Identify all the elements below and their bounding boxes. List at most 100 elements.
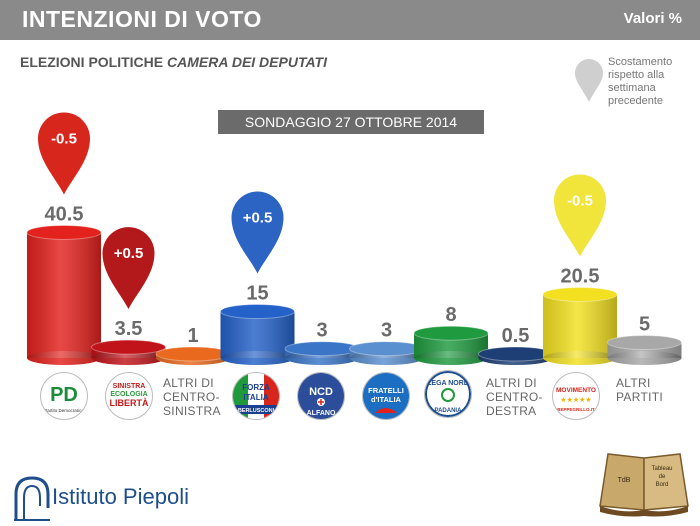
bar-1 <box>26 224 102 365</box>
bars-group <box>26 224 682 365</box>
value-label: 15 <box>246 283 268 305</box>
bar-base-shading <box>220 351 295 365</box>
sel-logo-l1: SINISTRA <box>113 383 146 390</box>
bar-5 <box>284 341 360 365</box>
bar-top <box>155 346 231 362</box>
change-marker: -0.5 <box>554 174 606 257</box>
legend-line: rispetto alla <box>608 69 665 81</box>
change-label: +0.5 <box>243 210 273 227</box>
brand-name: Istituto Piepoli <box>52 484 189 509</box>
change-label: +0.5 <box>114 245 144 262</box>
value-label: 1 <box>187 325 198 347</box>
bar-top <box>220 304 295 319</box>
legend-line: Scostamento <box>608 56 673 68</box>
fdi-logo-icon: FRATELLI d'ITALIA <box>363 373 409 419</box>
value-label: 8 <box>445 304 456 326</box>
chart-subtitle: ELEZIONI POLITICHE CAMERA DEI DEPUTATI <box>20 54 327 70</box>
label-altri-partiti: ALTRI PARTITI <box>616 376 663 404</box>
legend-change: Scostamento rispetto alla settimana prec… <box>574 56 696 116</box>
sel-logo-l2: ECOLOGIA <box>110 391 147 398</box>
change-marker: +0.5 <box>102 227 155 310</box>
value-label: 0.5 <box>502 325 530 347</box>
value-labels-group: 40.5 3.5 1 15 3 3 8 0.5 20.5 5 <box>45 203 651 347</box>
pin-icon <box>38 112 90 195</box>
label-altri-centro-destra: ALTRI DI CENTRO- DESTRA <box>486 376 543 418</box>
logo-ncd: NCD ALFANO <box>297 372 345 420</box>
label-line: ALTRI DI <box>486 376 537 390</box>
subtitle-emphasis: CAMERA DEI DEPUTATI <box>167 54 327 70</box>
bar-8 <box>478 346 553 365</box>
page-title: INTENZIONI DI VOTO <box>22 6 262 32</box>
istituto-piepoli-logo: Istituto Piepoli <box>12 472 202 522</box>
lega-logo-icon: LEGA NORD PADANIA <box>425 371 471 417</box>
logo-fratelli-italia: FRATELLI d'ITALIA <box>362 372 410 420</box>
value-label: 3 <box>381 320 392 342</box>
book-icon: TdB Tableau de Bord <box>599 453 689 517</box>
logo-forza-italia: FORZA ITALIA BERLUSCONI <box>232 372 280 420</box>
label-line: PARTITI <box>616 390 663 404</box>
bar-base-shading <box>414 351 488 365</box>
bar-base-shading <box>27 351 101 365</box>
fi-logo-icon: FORZA ITALIA BERLUSCONI <box>233 373 279 419</box>
value-label: 3 <box>316 320 327 342</box>
logo-m5s: MOVIMENTO ★★★★★ BEPPEGRILLO.IT <box>552 372 600 420</box>
bar-top <box>542 286 618 302</box>
bar-3 <box>155 346 231 365</box>
value-label: 5 <box>639 314 650 336</box>
pd-logo-sub: Partito Democratico <box>44 408 84 413</box>
label-line: CENTRO- <box>486 390 543 404</box>
book-right-text: Tableau de Bord <box>651 466 672 488</box>
pin-icon <box>231 191 284 274</box>
m5s-logo-icon: MOVIMENTO ★★★★★ BEPPEGRILLO.IT <box>556 387 596 412</box>
bar-4 <box>220 304 295 365</box>
subtitle-prefix: ELEZIONI POLITICHE <box>20 54 164 70</box>
value-label: 40.5 <box>45 203 84 225</box>
sel-logo-icon: SINISTRA ECOLOGIA LIBERTÀ <box>110 383 149 408</box>
change-markers-group: -0.5 +0.5 +0.5 -0.5 <box>38 112 606 310</box>
fdi-logo-l1: FRATELLI <box>368 386 404 395</box>
book-left-text: TdB <box>618 477 631 484</box>
value-label: 20.5 <box>561 265 600 287</box>
value-label: 3.5 <box>115 318 143 340</box>
tableau-de-bord-book-icon: TdB Tableau de Bord <box>594 448 694 518</box>
bar-10 <box>607 335 682 365</box>
sel-logo-l3: LIBERTÀ <box>110 398 149 408</box>
pd-logo-text: PD <box>50 384 78 406</box>
ncd-logo-icon: NCD ALFANO <box>298 373 344 419</box>
bar-shading <box>543 294 617 358</box>
bar-top <box>26 224 102 240</box>
label-line: DESTRA <box>486 404 537 418</box>
survey-date-label: SONDAGGIO 27 OTTOBRE 2014 <box>218 110 484 134</box>
title-bar: INTENZIONI DI VOTO Valori % <box>0 0 700 40</box>
pin-icon <box>575 59 603 102</box>
label-line: SINISTRA <box>163 404 221 418</box>
bar-7 <box>413 325 489 365</box>
bar-base-shading <box>543 351 617 365</box>
label-altri-centro-sinistra: ALTRI DI CENTRO- SINISTRA <box>163 376 221 418</box>
bar-base-shading <box>91 351 166 365</box>
lega-logo-l1: LEGA NORD <box>427 380 469 387</box>
label-line: ALTRI <box>616 376 651 390</box>
ncd-logo-l1: NCD <box>309 386 333 398</box>
pin-icon <box>102 227 155 310</box>
units-label: Valori % <box>623 10 682 27</box>
fdi-logo-l2: d'ITALIA <box>371 395 402 404</box>
change-label: -0.5 <box>51 130 77 147</box>
logo-sel: SINISTRA ECOLOGIA LIBERTÀ <box>105 372 153 420</box>
change-marker: -0.5 <box>38 112 90 195</box>
label-line: CENTRO- <box>163 390 220 404</box>
fi-logo-l3: BERLUSCONI <box>238 408 275 414</box>
piepoli-emblem-icon <box>14 476 50 521</box>
m5s-logo-l1: MOVIMENTO <box>556 387 596 394</box>
m5s-logo-l2: BEPPEGRILLO.IT <box>557 407 595 412</box>
pin-icon <box>554 174 606 257</box>
bar-top <box>284 341 360 357</box>
bar-top <box>91 339 166 355</box>
label-line: ALTRI DI <box>163 376 214 390</box>
ncd-logo-l2: ALFANO <box>307 410 336 417</box>
bar-top <box>349 341 424 357</box>
bar-top <box>607 335 682 350</box>
bar-top <box>478 346 553 362</box>
change-marker: +0.5 <box>231 191 284 274</box>
